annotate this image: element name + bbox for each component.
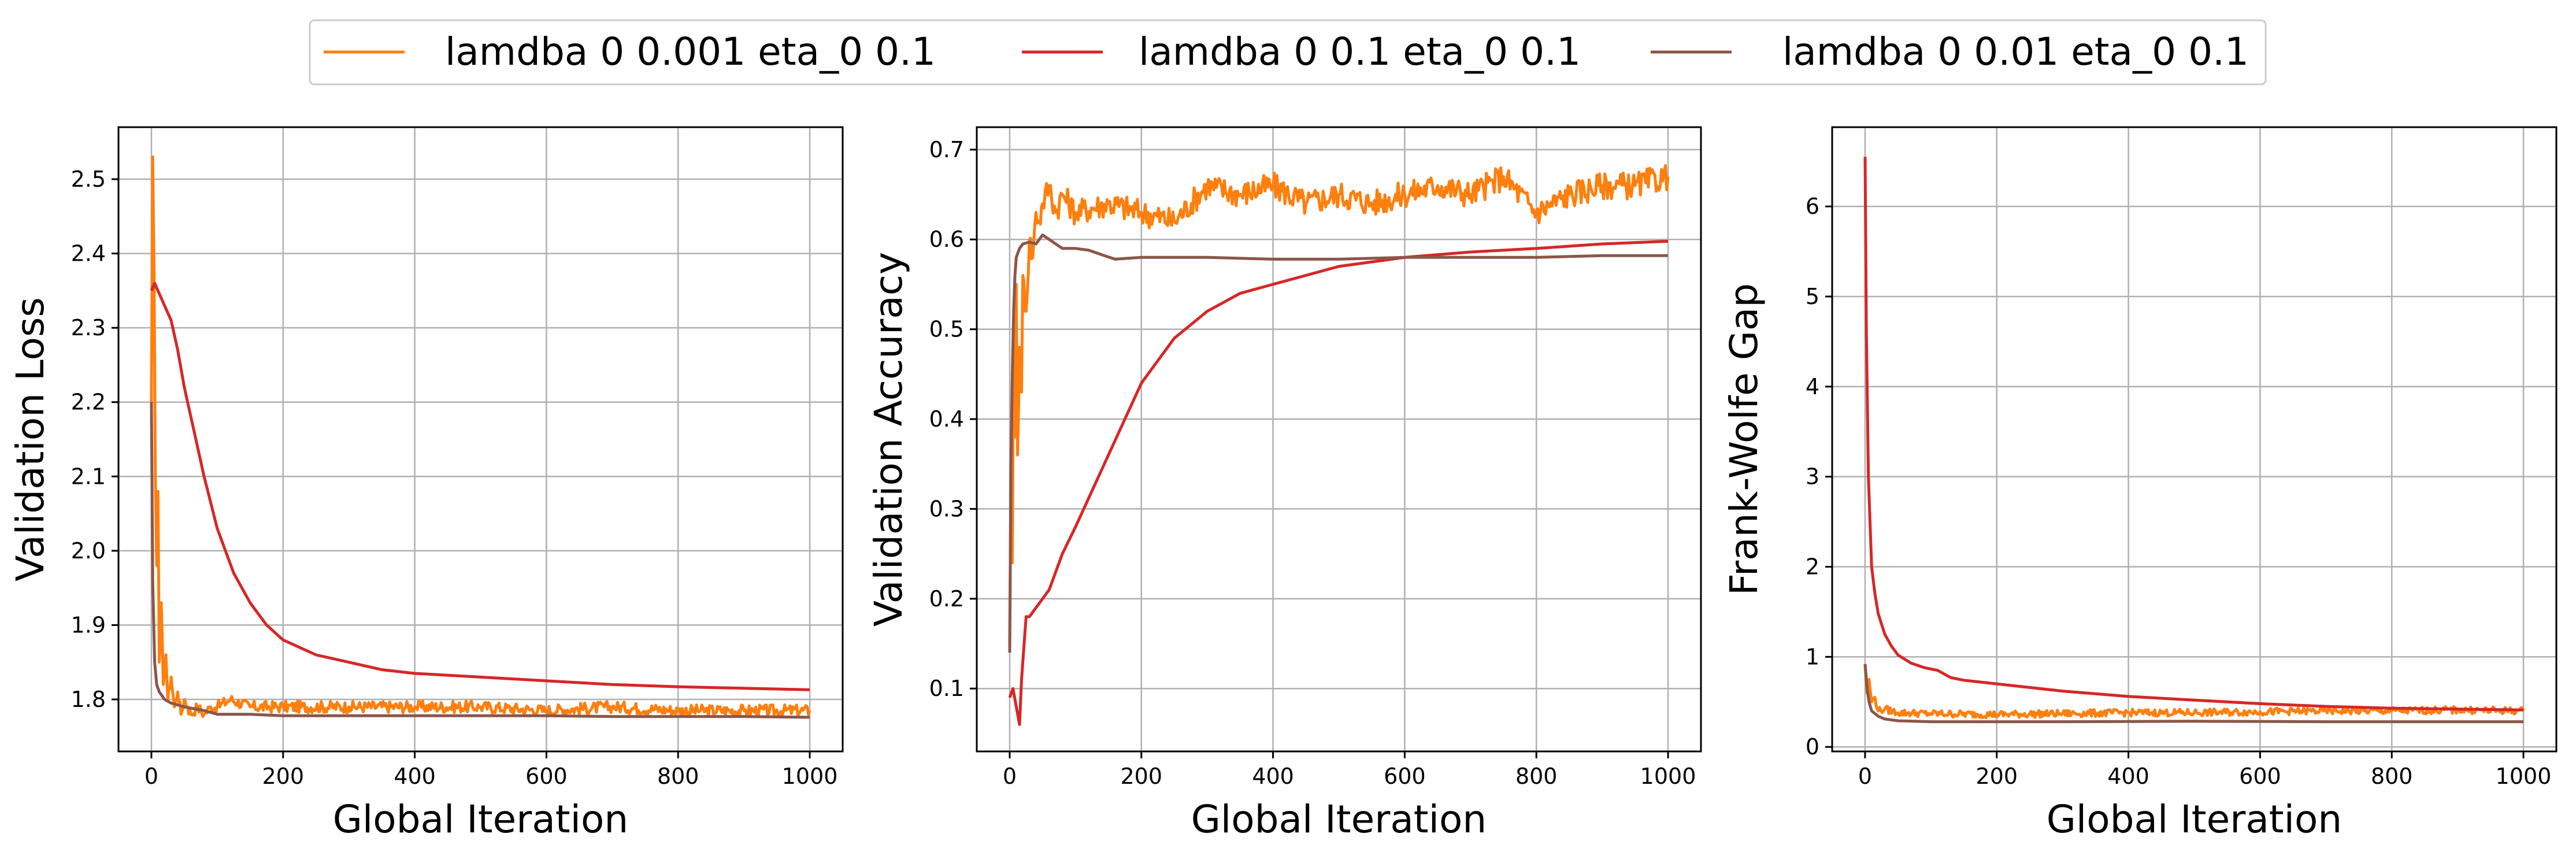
y-tick-label: 0.5 xyxy=(929,317,964,342)
y-tick-label: 0.1 xyxy=(929,676,964,701)
x-tick-label: 600 xyxy=(2239,764,2281,789)
data-series xyxy=(150,155,811,719)
y-tick-label: 0.4 xyxy=(929,406,964,432)
x-axis-label: Global Iteration xyxy=(2047,797,2342,842)
legend-frame xyxy=(309,19,2267,86)
x-axis-label: Global Iteration xyxy=(333,797,628,842)
y-tick-label: 2.2 xyxy=(71,390,106,415)
y-tick-label: 0 xyxy=(1806,734,1819,760)
y-tick-label: 2.1 xyxy=(71,464,106,489)
y-tick-label: 2 xyxy=(1806,554,1819,580)
subplot-frank-wolfe-gap: 0 200 400 600 800 1000 0 1 2 3 4 5 6 Global Iteratio… xyxy=(1722,126,2558,842)
legend-label-2: lamdba 0 0.1 eta_0 0.1 xyxy=(1139,29,1581,74)
y-tick-label: 5 xyxy=(1806,284,1819,309)
series-line-1 xyxy=(1008,164,1670,644)
y-tick-label: 1.8 xyxy=(71,687,106,712)
y-axis-label: Validation Loss xyxy=(8,297,53,581)
plot-frame xyxy=(117,126,844,753)
data-series xyxy=(1008,164,1670,726)
y-tick-label: 1.9 xyxy=(71,612,106,638)
grid-lines xyxy=(977,127,1701,751)
legend-item-3: lamdba 0 0.01 eta_0 0.1 xyxy=(1651,29,2249,74)
x-tick-label: 0 xyxy=(144,764,158,789)
y-tick-label: 4 xyxy=(1806,374,1819,399)
series-line-3 xyxy=(1863,664,2523,724)
plot-frame xyxy=(976,126,1702,753)
x-tick-label: 200 xyxy=(1976,764,2018,789)
series-line-1 xyxy=(150,155,811,718)
x-tick-label: 1000 xyxy=(1640,764,1696,789)
x-tick-label: 0 xyxy=(1858,764,1872,789)
x-tick-label: 400 xyxy=(1252,764,1294,789)
y-tick-label: 1 xyxy=(1806,644,1819,669)
y-tick-label: 6 xyxy=(1806,194,1819,219)
y-tick-label: 2.4 xyxy=(71,241,106,266)
plot-frame xyxy=(1831,126,2558,753)
x-tick-label: 0 xyxy=(1003,764,1017,789)
y-tick-label: 0.7 xyxy=(929,137,964,162)
y-tick-label: 2.3 xyxy=(71,315,106,340)
x-tick-label: 400 xyxy=(2107,764,2149,789)
y-tick-label: 2.0 xyxy=(71,538,106,564)
y-tick-label: 0.3 xyxy=(929,496,964,521)
legend-label-1: lamdba 0 0.001 eta_0 0.1 xyxy=(445,29,936,74)
series-line-2 xyxy=(1863,157,2524,712)
series-line-2 xyxy=(150,281,810,691)
series-line-3 xyxy=(150,402,810,719)
x-tick-label: 1000 xyxy=(2496,764,2552,789)
series-line-3 xyxy=(1008,234,1668,653)
y-axis-label: Validation Accuracy xyxy=(866,252,911,627)
x-tick-label: 800 xyxy=(2371,764,2413,789)
grid-lines xyxy=(1832,127,2556,751)
y-tick-label: 0.6 xyxy=(929,227,964,252)
legend-item-1: lamdba 0 0.001 eta_0 0.1 xyxy=(324,29,936,74)
x-tick-label: 200 xyxy=(262,764,305,789)
y-tick-label: 3 xyxy=(1806,464,1819,490)
y-tick-label: 0.2 xyxy=(929,586,964,612)
x-tick-label: 800 xyxy=(1515,764,1558,789)
legend-label-3: lamdba 0 0.01 eta_0 0.1 xyxy=(1782,29,2249,74)
axis-ticks: 0 200 400 600 800 1000 0.1 0.2 0.3 0.4 0.5 0.6 0.7 xyxy=(929,137,1696,789)
y-axis-label: Frank-Wolfe Gap xyxy=(1722,283,1766,595)
axis-ticks: 0 200 400 600 800 1000 1.8 1.9 2.0 2.1 2.2 2.3 2.4 2.… xyxy=(71,166,838,789)
x-tick-label: 600 xyxy=(525,764,568,789)
x-axis-label: Global Iteration xyxy=(1191,797,1487,842)
legend-item-2: lamdba 0 0.1 eta_0 0.1 xyxy=(1022,29,1581,74)
data-series xyxy=(1863,157,2525,724)
series-line-2 xyxy=(1008,239,1669,726)
x-tick-label: 1000 xyxy=(782,764,838,789)
y-tick-label: 2.5 xyxy=(71,166,106,192)
x-tick-label: 800 xyxy=(657,764,699,789)
subplot-validation-loss: 0 200 400 600 800 1000 1.8 1.9 2.0 2.1 2.2 2.3 2.4 2.… xyxy=(8,126,844,842)
x-tick-label: 200 xyxy=(1121,764,1163,789)
x-tick-label: 400 xyxy=(394,764,436,789)
legend: lamdba 0 0.001 eta_0 0.1 lamdba 0 0.1 et… xyxy=(309,19,2267,86)
subplot-validation-accuracy: 0 200 400 600 800 1000 0.1 0.2 0.3 0.4 0.5 0.6 0.7 G… xyxy=(866,126,1702,842)
axis-ticks: 0 200 400 600 800 1000 0 1 2 3 4 5 6 xyxy=(1806,194,2552,789)
x-tick-label: 600 xyxy=(1384,764,1426,789)
